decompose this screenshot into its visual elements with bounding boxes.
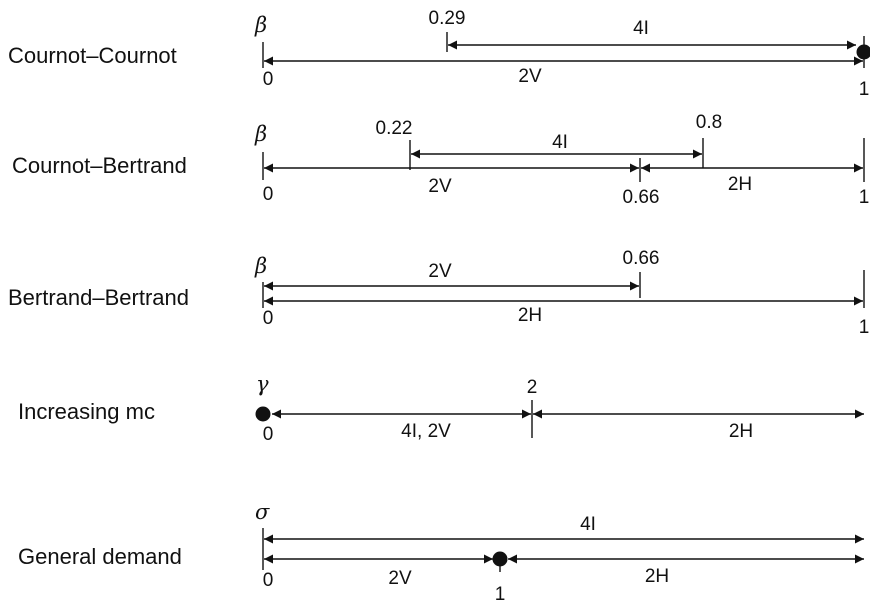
endpoint-dot xyxy=(255,406,271,422)
gamma-symbol: γ xyxy=(256,372,269,396)
row-cournot-bertrand: Cournot–Bertrand β 0.22 0.8 0.66 4I 2V 2… xyxy=(12,112,869,208)
row-general-demand: General demand σ 4I 2V 2H 0 1 xyxy=(18,500,864,605)
row-increasing-mc: Increasing mc γ 2 4I, 2V 2H 0 xyxy=(18,372,864,445)
start-value: 0 xyxy=(263,570,274,591)
end-value: 1 xyxy=(859,317,870,338)
end-value: 1 xyxy=(859,79,870,100)
tick-label: 0.29 xyxy=(429,8,466,29)
end-value: 1 xyxy=(859,187,870,208)
tick-label: 0.8 xyxy=(696,112,722,133)
segment-label-2V: 2V xyxy=(388,568,412,589)
sigma-symbol: σ xyxy=(255,500,270,524)
end-value: 1 xyxy=(495,584,506,605)
beta-symbol: β xyxy=(254,254,267,278)
row-label: Bertrand–Bertrand xyxy=(8,285,189,310)
segment-label-4I: 4I xyxy=(633,18,649,39)
segment-label-4I: 4I xyxy=(580,514,596,535)
start-value: 0 xyxy=(263,424,274,445)
row-cournot-cournot: Cournot–Cournot β 0.29 4I 2V 0 1 xyxy=(8,8,870,100)
tick-label: 2 xyxy=(527,377,538,398)
segment-label-2H: 2H xyxy=(728,174,752,195)
tick-label: 0.22 xyxy=(376,118,413,139)
beta-symbol: β xyxy=(254,122,267,146)
segment-label-2V: 2V xyxy=(518,66,542,87)
segment-label-2H: 2H xyxy=(729,421,753,442)
row-label: General demand xyxy=(18,544,182,569)
tick-label: 0.66 xyxy=(623,187,660,208)
row-label: Cournot–Bertrand xyxy=(12,153,187,178)
segment-label-4I: 4I xyxy=(552,132,568,153)
segment-label-2H: 2H xyxy=(645,566,669,587)
endpoint-dot xyxy=(492,551,508,567)
row-label: Cournot–Cournot xyxy=(8,43,177,68)
start-value: 0 xyxy=(263,184,274,205)
start-value: 0 xyxy=(263,308,274,329)
segment-label-4I-2V: 4I, 2V xyxy=(401,421,451,442)
segment-label-2V: 2V xyxy=(428,261,452,282)
row-bertrand-bertrand: Bertrand–Bertrand β 0.66 2V 2H 0 1 xyxy=(8,248,869,338)
row-label: Increasing mc xyxy=(18,399,155,424)
segment-label-2V: 2V xyxy=(428,176,452,197)
endpoint-dot xyxy=(856,44,870,60)
segment-label-2H: 2H xyxy=(518,305,542,326)
start-value: 0 xyxy=(263,69,274,90)
beta-symbol: β xyxy=(254,13,267,37)
tick-label: 0.66 xyxy=(623,248,660,269)
